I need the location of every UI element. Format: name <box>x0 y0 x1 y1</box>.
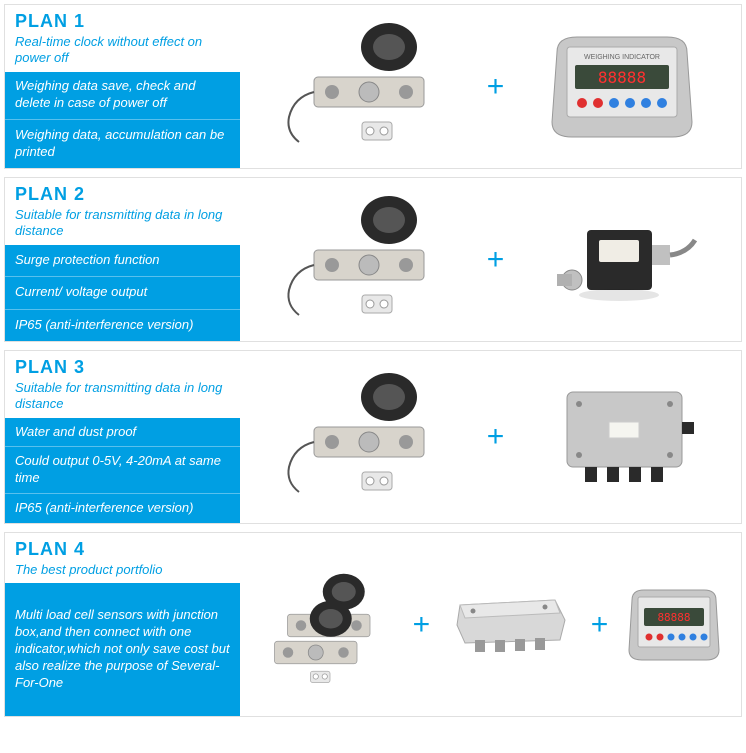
plan-2-item-1: Surge protection function <box>5 245 240 277</box>
plan-1-item-1: Weighing data save, check and delete in … <box>5 72 240 120</box>
plus-icon: + <box>413 608 431 642</box>
transmitter-small-icon <box>547 205 697 315</box>
plan-4-subtitle: The best product portfolio <box>15 562 230 578</box>
plan-3-item-1: Water and dust proof <box>5 418 240 447</box>
plan-3-left: PLAN 3 Suitable for transmitting data in… <box>5 351 240 523</box>
plan-2-item-2: Current/ voltage output <box>5 276 240 309</box>
plan-4-header: PLAN 4 The best product portfolio <box>5 533 240 583</box>
indicator-icon: WEIGHING INDICATOR 88888 <box>547 27 697 147</box>
junction-box-flat-icon <box>445 585 575 665</box>
plan-1-left: PLAN 1 Real-time clock without effect on… <box>5 5 240 168</box>
svg-text:88888: 88888 <box>598 68 646 87</box>
load-cell-double-icon <box>257 565 397 685</box>
plan-3-subtitle: Suitable for transmitting data in long d… <box>15 380 230 413</box>
plus-icon: + <box>591 608 609 642</box>
junction-box-large-icon <box>547 377 697 497</box>
plan-2-title: PLAN 2 <box>15 184 230 205</box>
plan-1-subtitle: Real-time clock without effect on power … <box>15 34 230 67</box>
plan-2-products: + <box>240 178 741 341</box>
load-cell-icon <box>284 22 444 152</box>
plan-4-left: PLAN 4 The best product portfolio Multi … <box>5 533 240 716</box>
plan-3-body: Water and dust proof Could output 0-5V, … <box>5 418 240 524</box>
plan-2-header: PLAN 2 Suitable for transmitting data in… <box>5 178 240 245</box>
plan-3-row: PLAN 3 Suitable for transmitting data in… <box>4 350 742 524</box>
plan-1-header: PLAN 1 Real-time clock without effect on… <box>5 5 240 72</box>
plan-2-row: PLAN 2 Suitable for transmitting data in… <box>4 177 742 342</box>
plan-4-title: PLAN 4 <box>15 539 230 560</box>
plan-4-body: Multi load cell sensors with junction bo… <box>5 583 240 716</box>
plan-2-body: Surge protection function Current/ volta… <box>5 245 240 342</box>
plan-2-left: PLAN 2 Suitable for transmitting data in… <box>5 178 240 341</box>
indicator-small-icon: 88888 <box>624 582 724 667</box>
plus-icon: + <box>487 420 505 454</box>
plan-2-subtitle: Suitable for transmitting data in long d… <box>15 207 230 240</box>
plan-3-products: + <box>240 351 741 523</box>
svg-text:88888: 88888 <box>657 611 690 624</box>
plan-2-item-3: IP65 (anti-interference version) <box>5 309 240 342</box>
plan-1-title: PLAN 1 <box>15 11 230 32</box>
load-cell-icon <box>284 195 444 325</box>
plan-3-title: PLAN 3 <box>15 357 230 378</box>
plus-icon: + <box>487 243 505 277</box>
plan-4-row: PLAN 4 The best product portfolio Multi … <box>4 532 742 717</box>
load-cell-icon <box>284 372 444 502</box>
plus-icon: + <box>487 70 505 104</box>
plan-4-products: + + 88888 <box>240 533 741 716</box>
plan-4-item-1: Multi load cell sensors with junction bo… <box>5 583 240 716</box>
plan-3-item-3: IP65 (anti-interference version) <box>5 493 240 523</box>
svg-text:WEIGHING INDICATOR: WEIGHING INDICATOR <box>584 54 660 61</box>
plan-1-row: PLAN 1 Real-time clock without effect on… <box>4 4 742 169</box>
plan-1-body: Weighing data save, check and delete in … <box>5 72 240 169</box>
plan-3-header: PLAN 3 Suitable for transmitting data in… <box>5 351 240 418</box>
plan-1-products: + WEIGHING INDICATOR 88888 <box>240 5 741 168</box>
plan-1-item-2: Weighing data, accumulation can be print… <box>5 119 240 168</box>
plan-3-item-2: Could output 0-5V, 4-20mA at same time <box>5 446 240 493</box>
